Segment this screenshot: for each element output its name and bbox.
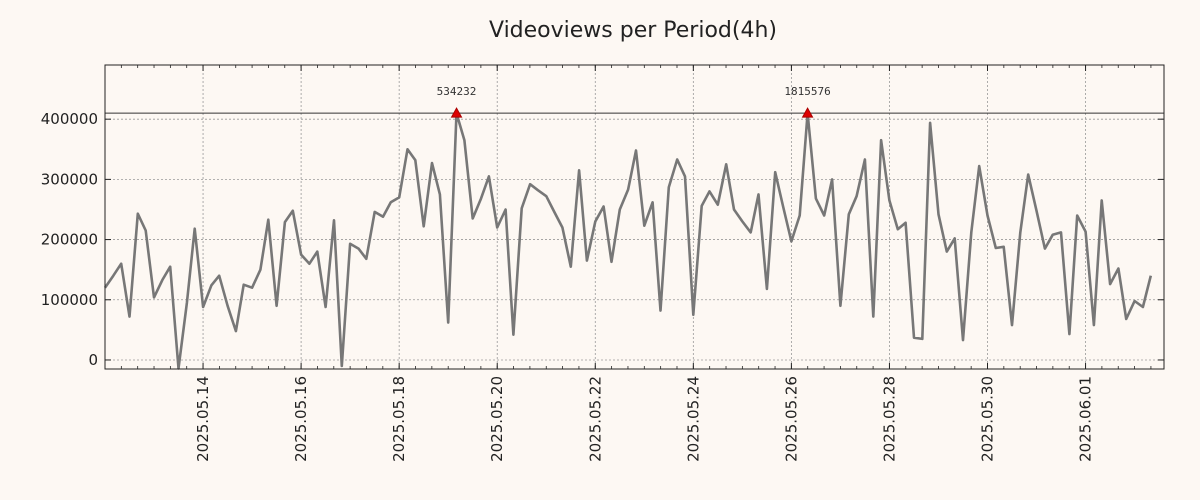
peak-annotation: 534232: [437, 85, 477, 98]
videoviews-line: [103, 111, 1153, 370]
peak-markers: 534232 1815576: [437, 85, 831, 118]
x-tick-label: 2025.06.01: [1077, 376, 1095, 462]
series-layer: [103, 111, 1153, 370]
x-tick-label: 2025.05.22: [586, 376, 604, 462]
x-tick-label: 2025.05.26: [782, 376, 800, 462]
x-tick-label: 2025.05.30: [979, 376, 997, 462]
x-tick-label: 2025.05.28: [880, 376, 898, 462]
y-tick-label: 400000: [41, 110, 98, 128]
y-tick-label: 100000: [41, 291, 98, 309]
x-tick-label: 2025.05.18: [390, 376, 408, 462]
x-tick-label: 2025.05.24: [684, 376, 702, 462]
y-tick-label: 300000: [41, 170, 98, 188]
grid-lines: [105, 65, 1164, 369]
peak-marker: [450, 107, 463, 118]
x-tick-label: 2025.05.20: [488, 376, 506, 462]
chart-title: Videoviews per Period(4h): [489, 18, 777, 43]
x-tick-label: 2025.05.16: [292, 376, 310, 462]
y-tick-label: 200000: [41, 231, 98, 249]
peak-marker: [801, 107, 814, 118]
peak-annotation: 1815576: [784, 85, 830, 98]
axis-ticks: 0 100000 200000 300000 400000 2025.05.14 2025.…: [41, 65, 1164, 462]
x-tick-label: 2025.05.14: [194, 376, 212, 462]
plot-frame: [104, 64, 1165, 370]
y-tick-label: 0: [88, 351, 98, 369]
